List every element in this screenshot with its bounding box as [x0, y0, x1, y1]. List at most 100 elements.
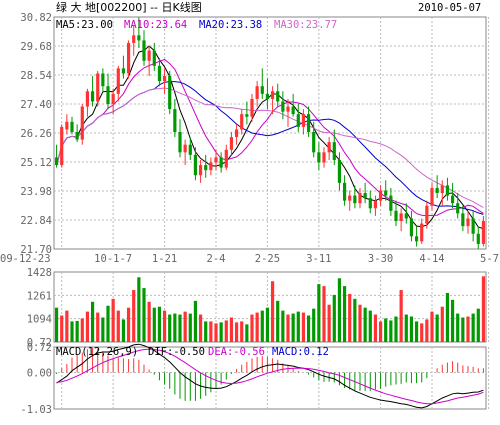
candle-body	[219, 157, 223, 168]
candle-body	[90, 91, 95, 102]
macd-legend-dif: DIF:-0.50	[148, 346, 205, 358]
volume-bar	[425, 319, 429, 342]
candle-body	[312, 131, 316, 153]
volume-bar	[281, 310, 285, 342]
volume-bar	[224, 320, 228, 342]
moving-average-lines	[56, 45, 484, 230]
volume-bar	[450, 299, 455, 342]
candle-body	[270, 91, 275, 99]
volume-bar	[461, 317, 465, 342]
candle-body	[286, 106, 290, 112]
candle-body	[445, 185, 450, 196]
volume-bar	[96, 312, 100, 342]
price-axis: 30.82 29.68 28.54 27.40 26.26 25.12 23.98 22.84…	[20, 12, 52, 256]
candle-body	[425, 205, 429, 224]
volume-bar	[229, 317, 234, 342]
candle-body	[162, 76, 167, 82]
volume-bar	[126, 307, 131, 342]
date-tick-label: 4-14	[419, 253, 444, 265]
candle-body	[198, 165, 203, 176]
date-tick-label: 2-4	[207, 253, 226, 265]
price-tick-label: 30.82	[20, 12, 52, 24]
candle-body	[301, 114, 306, 127]
macd-legend-dea: DEA:-0.56	[208, 346, 265, 358]
volume-bar	[75, 320, 79, 342]
candle-body	[420, 223, 424, 242]
volume-bar	[348, 293, 352, 342]
volume-bar	[466, 316, 470, 342]
volume-bar	[152, 307, 156, 342]
volume-bar	[60, 315, 64, 342]
candle-body	[461, 213, 465, 227]
candle-body	[276, 91, 280, 102]
volume-bar	[204, 321, 208, 342]
candle-body	[481, 221, 486, 244]
volume-bar	[420, 323, 424, 342]
volume-bar	[471, 313, 475, 342]
candle-body	[168, 76, 172, 110]
volume-bar	[384, 318, 388, 342]
volume-bar	[291, 313, 295, 342]
ma10-line	[56, 58, 484, 217]
candle-body	[60, 126, 64, 166]
volume-bar	[389, 320, 393, 342]
volume-bar	[137, 277, 141, 342]
volume-bar	[132, 290, 136, 342]
volume-bar	[435, 314, 439, 342]
candle-body	[363, 193, 367, 199]
volume-bar	[121, 319, 126, 342]
legend-ma20: MA20:23.38	[199, 19, 262, 31]
candle-body	[85, 91, 90, 107]
ma20-line	[56, 81, 484, 215]
candle-body	[255, 86, 259, 99]
candle-body	[435, 187, 439, 194]
volume-bar	[394, 316, 398, 342]
candle-body	[296, 114, 300, 127]
volume-bar	[322, 286, 326, 342]
candle-body	[348, 195, 352, 201]
volume-bar	[332, 294, 336, 342]
candle-body	[332, 142, 336, 160]
candle-body	[291, 106, 295, 115]
candle-body	[65, 121, 69, 130]
candle-body	[260, 86, 264, 94]
candle-body	[111, 93, 115, 104]
candle-body	[137, 35, 141, 41]
date-axis: 09-12-23 10-1-7 1-21 2-4 2-25 3-11 3-30 4-14 5-7	[0, 253, 499, 265]
pane-border	[53, 346, 487, 410]
volume-tick-label: 1261	[27, 290, 52, 302]
volume-bar	[286, 314, 290, 342]
volume-bar	[90, 301, 95, 342]
candle-body	[234, 129, 239, 138]
volume-bar	[481, 276, 486, 342]
volume-bar	[101, 317, 105, 342]
volume-bar	[162, 310, 167, 342]
candle-body	[322, 152, 326, 163]
chart-date: 2010-05-07	[418, 2, 481, 14]
volume-bar	[54, 307, 59, 342]
volume-bar	[183, 311, 187, 342]
volume-tick-label: 1094	[27, 314, 52, 326]
date-tick-label: 10-1-7	[94, 253, 132, 265]
volume-bar	[306, 315, 311, 342]
volume-bar	[296, 311, 300, 342]
volume-bar	[255, 312, 259, 342]
price-tick-label: 23.98	[20, 186, 52, 198]
volume-bar	[173, 313, 177, 342]
volume-bar	[430, 311, 434, 342]
volume-axis: 1428 1261 1094 0.72	[27, 267, 52, 349]
candle-body	[337, 159, 342, 183]
volume-bar	[245, 324, 249, 342]
date-tick-label: 3-11	[306, 253, 331, 265]
volume-bar	[476, 308, 480, 342]
candle-body	[147, 50, 151, 61]
date-tick-label: 3-30	[368, 253, 393, 265]
candlesticks	[54, 17, 486, 249]
price-tick-label: 28.54	[20, 70, 52, 82]
volume-bar	[373, 314, 378, 342]
volume-bars	[54, 276, 486, 342]
candle-body	[342, 182, 347, 201]
volume-bar	[188, 313, 192, 342]
volume-bar	[317, 284, 321, 342]
